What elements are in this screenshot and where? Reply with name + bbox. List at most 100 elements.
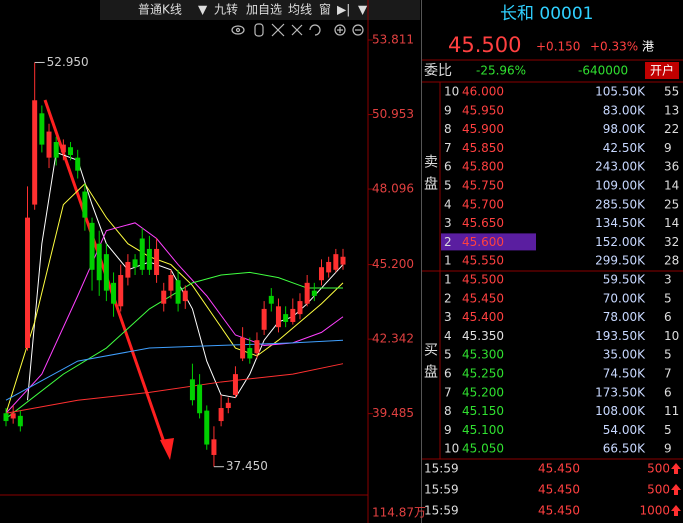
count: 14 — [664, 216, 679, 230]
level: 1 — [444, 254, 452, 268]
level: 2 — [444, 235, 452, 249]
volume: 109.00K — [595, 179, 646, 193]
volume: 243.00K — [595, 160, 646, 174]
volume-label: 114.87万 — [372, 506, 426, 520]
level: 9 — [444, 423, 452, 437]
candle-body — [232, 374, 238, 395]
toolbar-item[interactable]: 均线 — [288, 3, 312, 17]
candle-body — [225, 402, 231, 409]
candle-body — [218, 408, 224, 422]
price: 45.150 — [462, 404, 504, 418]
volume: 70.00K — [603, 291, 646, 305]
quote-title: 长和 00001 — [500, 4, 593, 24]
level: 8 — [444, 404, 452, 418]
open-account[interactable]: 开户 — [650, 63, 674, 78]
count: 28 — [664, 254, 679, 268]
volume: 108.00K — [595, 404, 646, 418]
price: 45.950 — [462, 103, 504, 117]
volume: 83.00K — [603, 103, 646, 117]
candle-body — [161, 290, 167, 304]
quote-price: 45.500 — [448, 33, 521, 57]
price: 45.800 — [462, 160, 504, 174]
trade-volume: 500 — [647, 483, 670, 497]
count: 5 — [664, 291, 672, 305]
level: 4 — [444, 197, 452, 211]
toolbar-item[interactable]: 普通K线 — [138, 3, 182, 17]
toolbar-item[interactable]: ▼ — [358, 3, 368, 17]
toolbar-item[interactable]: 九转 — [214, 2, 238, 17]
volume: 35.00K — [603, 348, 646, 362]
candle-body — [154, 248, 160, 276]
tool-icons[interactable] — [231, 23, 364, 37]
candle-body — [139, 238, 145, 270]
up-arrow — [671, 505, 681, 516]
market: 港 — [642, 40, 654, 54]
up-arrow — [671, 463, 681, 474]
ma-line — [5, 339, 344, 401]
ratio-label: 委比 — [424, 63, 452, 79]
candle-body — [103, 254, 109, 291]
volume: 193.50K — [595, 329, 646, 343]
candle-body — [211, 439, 217, 455]
candle-body — [189, 379, 195, 401]
open-account-button[interactable] — [645, 62, 679, 79]
trade-price: 45.450 — [538, 462, 580, 476]
toolbar-item[interactable]: 窗 — [319, 3, 331, 17]
price: 45.900 — [462, 122, 504, 136]
price: 45.450 — [462, 291, 504, 305]
toolbar-item[interactable]: ▶| — [337, 3, 350, 17]
candle-body — [3, 413, 9, 422]
level: 4 — [444, 329, 452, 343]
price: 45.650 — [462, 216, 504, 230]
candle-body — [68, 147, 74, 156]
level: 6 — [444, 160, 452, 174]
level: 6 — [444, 367, 452, 381]
sell-label: 卖盘 — [422, 154, 438, 198]
candle-body — [254, 340, 260, 354]
level: 3 — [444, 310, 452, 324]
level: 10 — [444, 85, 459, 99]
candle-body — [326, 261, 332, 273]
count: 11 — [664, 404, 679, 418]
highlight — [441, 233, 536, 251]
level: 9 — [444, 103, 452, 117]
toolbar-item[interactable]: 加自选 — [246, 3, 282, 17]
price: 45.850 — [462, 141, 504, 155]
candle-body — [283, 314, 289, 322]
volume: 173.50K — [595, 385, 646, 399]
candle-body — [10, 413, 16, 419]
price: 46.000 — [462, 85, 504, 99]
trade-time: 15:59 — [424, 504, 459, 518]
level: 7 — [444, 385, 452, 399]
price: 45.600 — [462, 235, 504, 249]
count: 13 — [664, 103, 679, 117]
trade-price: 45.450 — [538, 483, 580, 497]
price: 45.200 — [462, 385, 504, 399]
trade-time: 15:59 — [424, 462, 459, 476]
candle-body — [290, 308, 296, 322]
level: 1 — [444, 273, 452, 287]
count: 14 — [664, 179, 679, 193]
toolbar-item[interactable]: ▼ — [198, 3, 208, 17]
count: 9 — [664, 442, 672, 456]
trade-time: 15:59 — [424, 483, 459, 497]
candle-body — [96, 243, 102, 281]
trade-volume: 1000 — [639, 504, 670, 518]
candle-body — [268, 295, 274, 304]
y-tick-label: 45.200 — [372, 257, 414, 271]
price: 45.750 — [462, 179, 504, 193]
candle-body — [261, 308, 267, 330]
candle-body — [111, 282, 117, 304]
toolbar — [100, 0, 420, 20]
candle-body — [333, 254, 339, 270]
quote-change: +0.150 — [536, 40, 580, 54]
level: 10 — [444, 442, 459, 456]
volume: 134.50K — [595, 216, 646, 230]
y-tick-label: 48.096 — [372, 182, 414, 196]
volume: 105.50K — [595, 85, 646, 99]
count: 10 — [664, 329, 679, 343]
count: 55 — [664, 85, 679, 99]
candle-body — [118, 275, 124, 307]
